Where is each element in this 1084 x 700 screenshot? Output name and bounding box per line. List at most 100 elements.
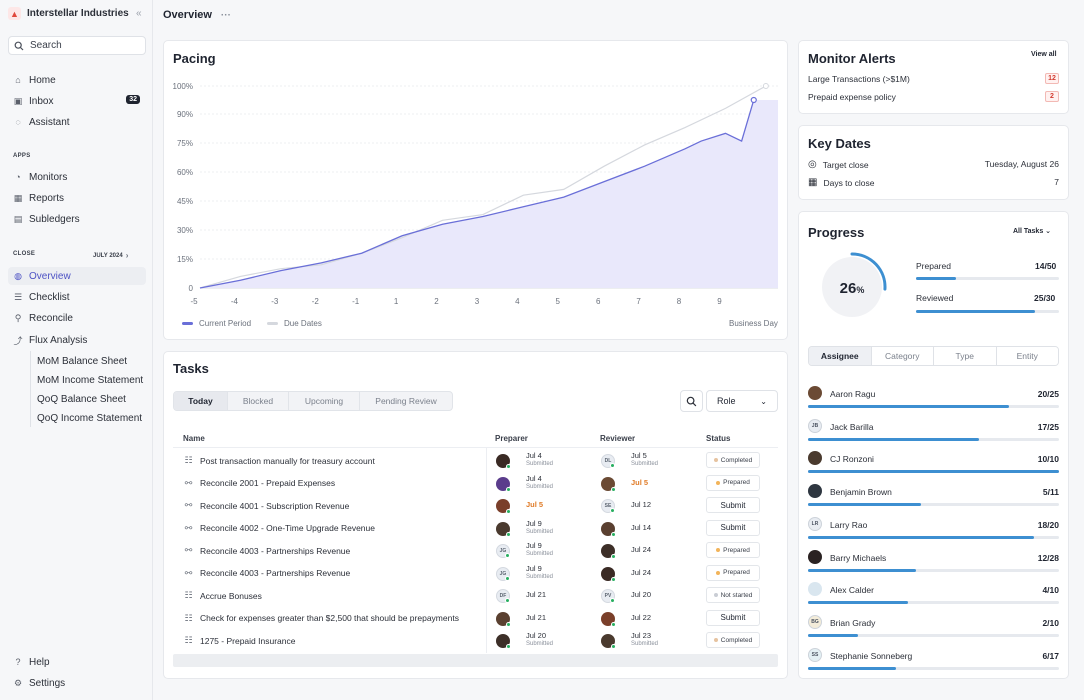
online-status-dot bbox=[611, 486, 616, 492]
nav-settings[interactable]: ⚙ Settings bbox=[8, 674, 146, 692]
nav-assistant[interactable]: ◌ Assistant bbox=[8, 113, 146, 131]
view-all-alerts-link[interactable]: View all bbox=[1031, 51, 1057, 58]
nav-home[interactable]: ⌂ Home bbox=[8, 71, 146, 89]
reviewer-avatar[interactable]: SE bbox=[601, 499, 615, 513]
table-row[interactable]: ☷ Accrue Bonuses DF Jul 21 PV Jul 20 Not star… bbox=[173, 585, 778, 607]
preparer-submitted: Submitted bbox=[526, 573, 554, 580]
x-tick-label: -5 bbox=[190, 297, 198, 306]
flux-qoq-income-statement[interactable]: QoQ Income Statement bbox=[37, 413, 143, 424]
segment-type[interactable]: Type bbox=[934, 347, 997, 365]
nav-monitors[interactable]: ◔ Monitors bbox=[8, 168, 146, 186]
table-row[interactable]: ☷ 1275 - Prepaid Insurance Jul 20 Submitte… bbox=[173, 630, 778, 652]
preparer-avatar[interactable] bbox=[496, 499, 511, 514]
segment-assignee[interactable]: Assignee bbox=[809, 347, 872, 365]
table-row[interactable]: ⚯ Reconcile 4001 - Subscription Revenue J… bbox=[173, 495, 778, 517]
pacing-title: Pacing bbox=[173, 51, 216, 66]
y-tick-label: 45% bbox=[177, 197, 193, 206]
assignee-row[interactable]: Barry Michaels 12/28 bbox=[808, 549, 1059, 576]
table-row[interactable]: ⚯ Reconcile 2001 - Prepaid Expenses Jul 4… bbox=[173, 473, 778, 495]
workspace-switcher[interactable]: ▲ Interstellar Industries bbox=[8, 7, 129, 20]
preparer-avatar[interactable]: DF bbox=[496, 589, 510, 603]
assignee-progress-value: 2/10 bbox=[1042, 617, 1059, 628]
assignee-row[interactable]: Benjamin Brown 5/11 bbox=[808, 484, 1059, 510]
reviewer-avatar[interactable]: PV bbox=[601, 589, 615, 603]
reviewer-avatar[interactable] bbox=[601, 611, 616, 627]
tab-today[interactable]: Today bbox=[174, 392, 228, 410]
reviewer-date-value: Jul 24 bbox=[631, 567, 652, 577]
assignee-row[interactable]: Aaron Ragu 20/25 bbox=[808, 386, 1059, 412]
table-row[interactable]: ⚯ Reconcile 4003 - Partnerships Revenue J… bbox=[173, 563, 778, 585]
assignee-row[interactable]: BG Brian Grady 2/10 bbox=[808, 614, 1059, 641]
column-header-reviewer[interactable]: Reviewer bbox=[600, 434, 636, 443]
task-name: Check for expenses greater than $2,500 t… bbox=[200, 613, 459, 623]
segment-category[interactable]: Category bbox=[871, 347, 934, 365]
preparer-avatar[interactable]: JG bbox=[496, 566, 510, 581]
column-header-name[interactable]: Name bbox=[183, 434, 205, 443]
nav-inbox[interactable]: ▣ Inbox 32 bbox=[8, 92, 146, 110]
nav-help[interactable]: ? Help bbox=[8, 653, 146, 671]
tasks-horizontal-scrollbar[interactable] bbox=[173, 654, 778, 667]
reviewer-date-value: Jul 12 bbox=[631, 500, 652, 509]
alert-row[interactable]: Large Transactions (>$1M) 12 bbox=[808, 73, 1059, 84]
preparer-avatar[interactable] bbox=[496, 521, 511, 537]
segment-entity[interactable]: Entity bbox=[996, 347, 1058, 365]
table-row[interactable]: ☷ Check for expenses greater than $2,500… bbox=[173, 608, 778, 630]
status-dot bbox=[716, 548, 721, 552]
flux-qoq-balance-sheet[interactable]: QoQ Balance Sheet bbox=[37, 394, 126, 405]
submit-button[interactable]: Submit bbox=[706, 609, 760, 626]
preparer-avatar[interactable] bbox=[496, 454, 511, 469]
assignee-name: Benjamin Brown bbox=[830, 487, 892, 498]
alert-row[interactable]: Prepaid expense policy 2 bbox=[808, 91, 1059, 102]
assignee-progress-bar bbox=[808, 633, 1059, 637]
nav-subledgers[interactable]: ▤ Subledgers bbox=[8, 210, 146, 228]
nav-overview[interactable]: ◍ Overview bbox=[8, 267, 146, 285]
period-selector[interactable]: JULY 2024 › bbox=[93, 251, 128, 260]
reviewer-avatar[interactable] bbox=[601, 544, 616, 559]
nav-reports[interactable]: ▦ Reports bbox=[8, 189, 146, 207]
preparer-avatar[interactable] bbox=[496, 634, 511, 649]
tasks-search-button[interactable] bbox=[680, 390, 703, 412]
reviewer-avatar[interactable] bbox=[601, 634, 616, 649]
assignee-row[interactable]: SS Stephanie Sonneberg 6/17 bbox=[808, 647, 1059, 674]
search-input[interactable]: Search bbox=[8, 36, 146, 55]
table-row[interactable]: ⚯ Reconcile 4002 - One-Time Upgrade Reve… bbox=[173, 518, 778, 540]
collapse-sidebar-icon[interactable]: « bbox=[136, 8, 142, 19]
assignee-avatar bbox=[808, 582, 822, 597]
all-tasks-filter[interactable]: All Tasks ⌄ bbox=[1013, 227, 1051, 235]
reviewer-avatar[interactable] bbox=[601, 566, 616, 582]
reviewer-avatar[interactable] bbox=[601, 476, 616, 492]
task-name-cell: ☷ Check for expenses greater than $2,500… bbox=[183, 613, 459, 624]
assignee-row[interactable]: LR Larry Rao 18/20 bbox=[808, 516, 1059, 543]
role-select[interactable]: Role ⌄ bbox=[706, 390, 778, 412]
preparer-avatar[interactable] bbox=[496, 476, 511, 492]
column-header-preparer[interactable]: Preparer bbox=[495, 434, 528, 443]
nav-checklist[interactable]: ☰ Checklist bbox=[8, 288, 146, 306]
assignee-row[interactable]: CJ Ronzoni 10/10 bbox=[808, 451, 1059, 477]
tab-upcoming[interactable]: Upcoming bbox=[289, 392, 360, 410]
assignee-row[interactable]: Alex Calder 4/10 bbox=[808, 582, 1059, 608]
reviewer-date: Jul 5 bbox=[631, 478, 648, 487]
tab-pending-review[interactable]: Pending Review bbox=[375, 396, 437, 406]
reviewer-date: Jul 22 bbox=[631, 613, 651, 622]
reviewer-avatar[interactable] bbox=[601, 521, 616, 537]
checklist-icon: ☷ bbox=[184, 612, 193, 623]
preparer-avatar[interactable]: JG bbox=[496, 544, 510, 558]
nav-flux-analysis[interactable]: ⤴ Flux Analysis bbox=[8, 331, 146, 349]
more-options-icon[interactable]: ··· bbox=[220, 9, 231, 21]
nav-reconcile[interactable]: ⚲ Reconcile bbox=[8, 309, 146, 327]
bike-icon: ⚯ bbox=[184, 500, 193, 510]
reviewer-avatar[interactable]: DL bbox=[601, 454, 615, 468]
table-row[interactable]: ⚯ Reconcile 4003 - Partnerships Revenue J… bbox=[173, 540, 778, 562]
preparer-avatar[interactable] bbox=[496, 611, 511, 627]
x-tick-label: 3 bbox=[475, 297, 480, 306]
target-close-value: Tuesday, August 26 bbox=[984, 159, 1059, 169]
submit-button[interactable]: Submit bbox=[706, 519, 760, 536]
table-row[interactable]: ☷ Post transaction manually for treasury… bbox=[173, 450, 778, 472]
flux-mom-income-statement[interactable]: MoM Income Statement bbox=[37, 375, 144, 386]
column-header-status[interactable]: Status bbox=[706, 434, 731, 443]
tab-blocked[interactable]: Blocked bbox=[228, 392, 289, 410]
nav-help-label: Help bbox=[29, 656, 50, 668]
submit-button[interactable]: Submit bbox=[706, 497, 760, 513]
assignee-row[interactable]: JB Jack Barilla 17/25 bbox=[808, 418, 1059, 445]
flux-mom-balance-sheet[interactable]: MoM Balance Sheet bbox=[37, 356, 128, 367]
